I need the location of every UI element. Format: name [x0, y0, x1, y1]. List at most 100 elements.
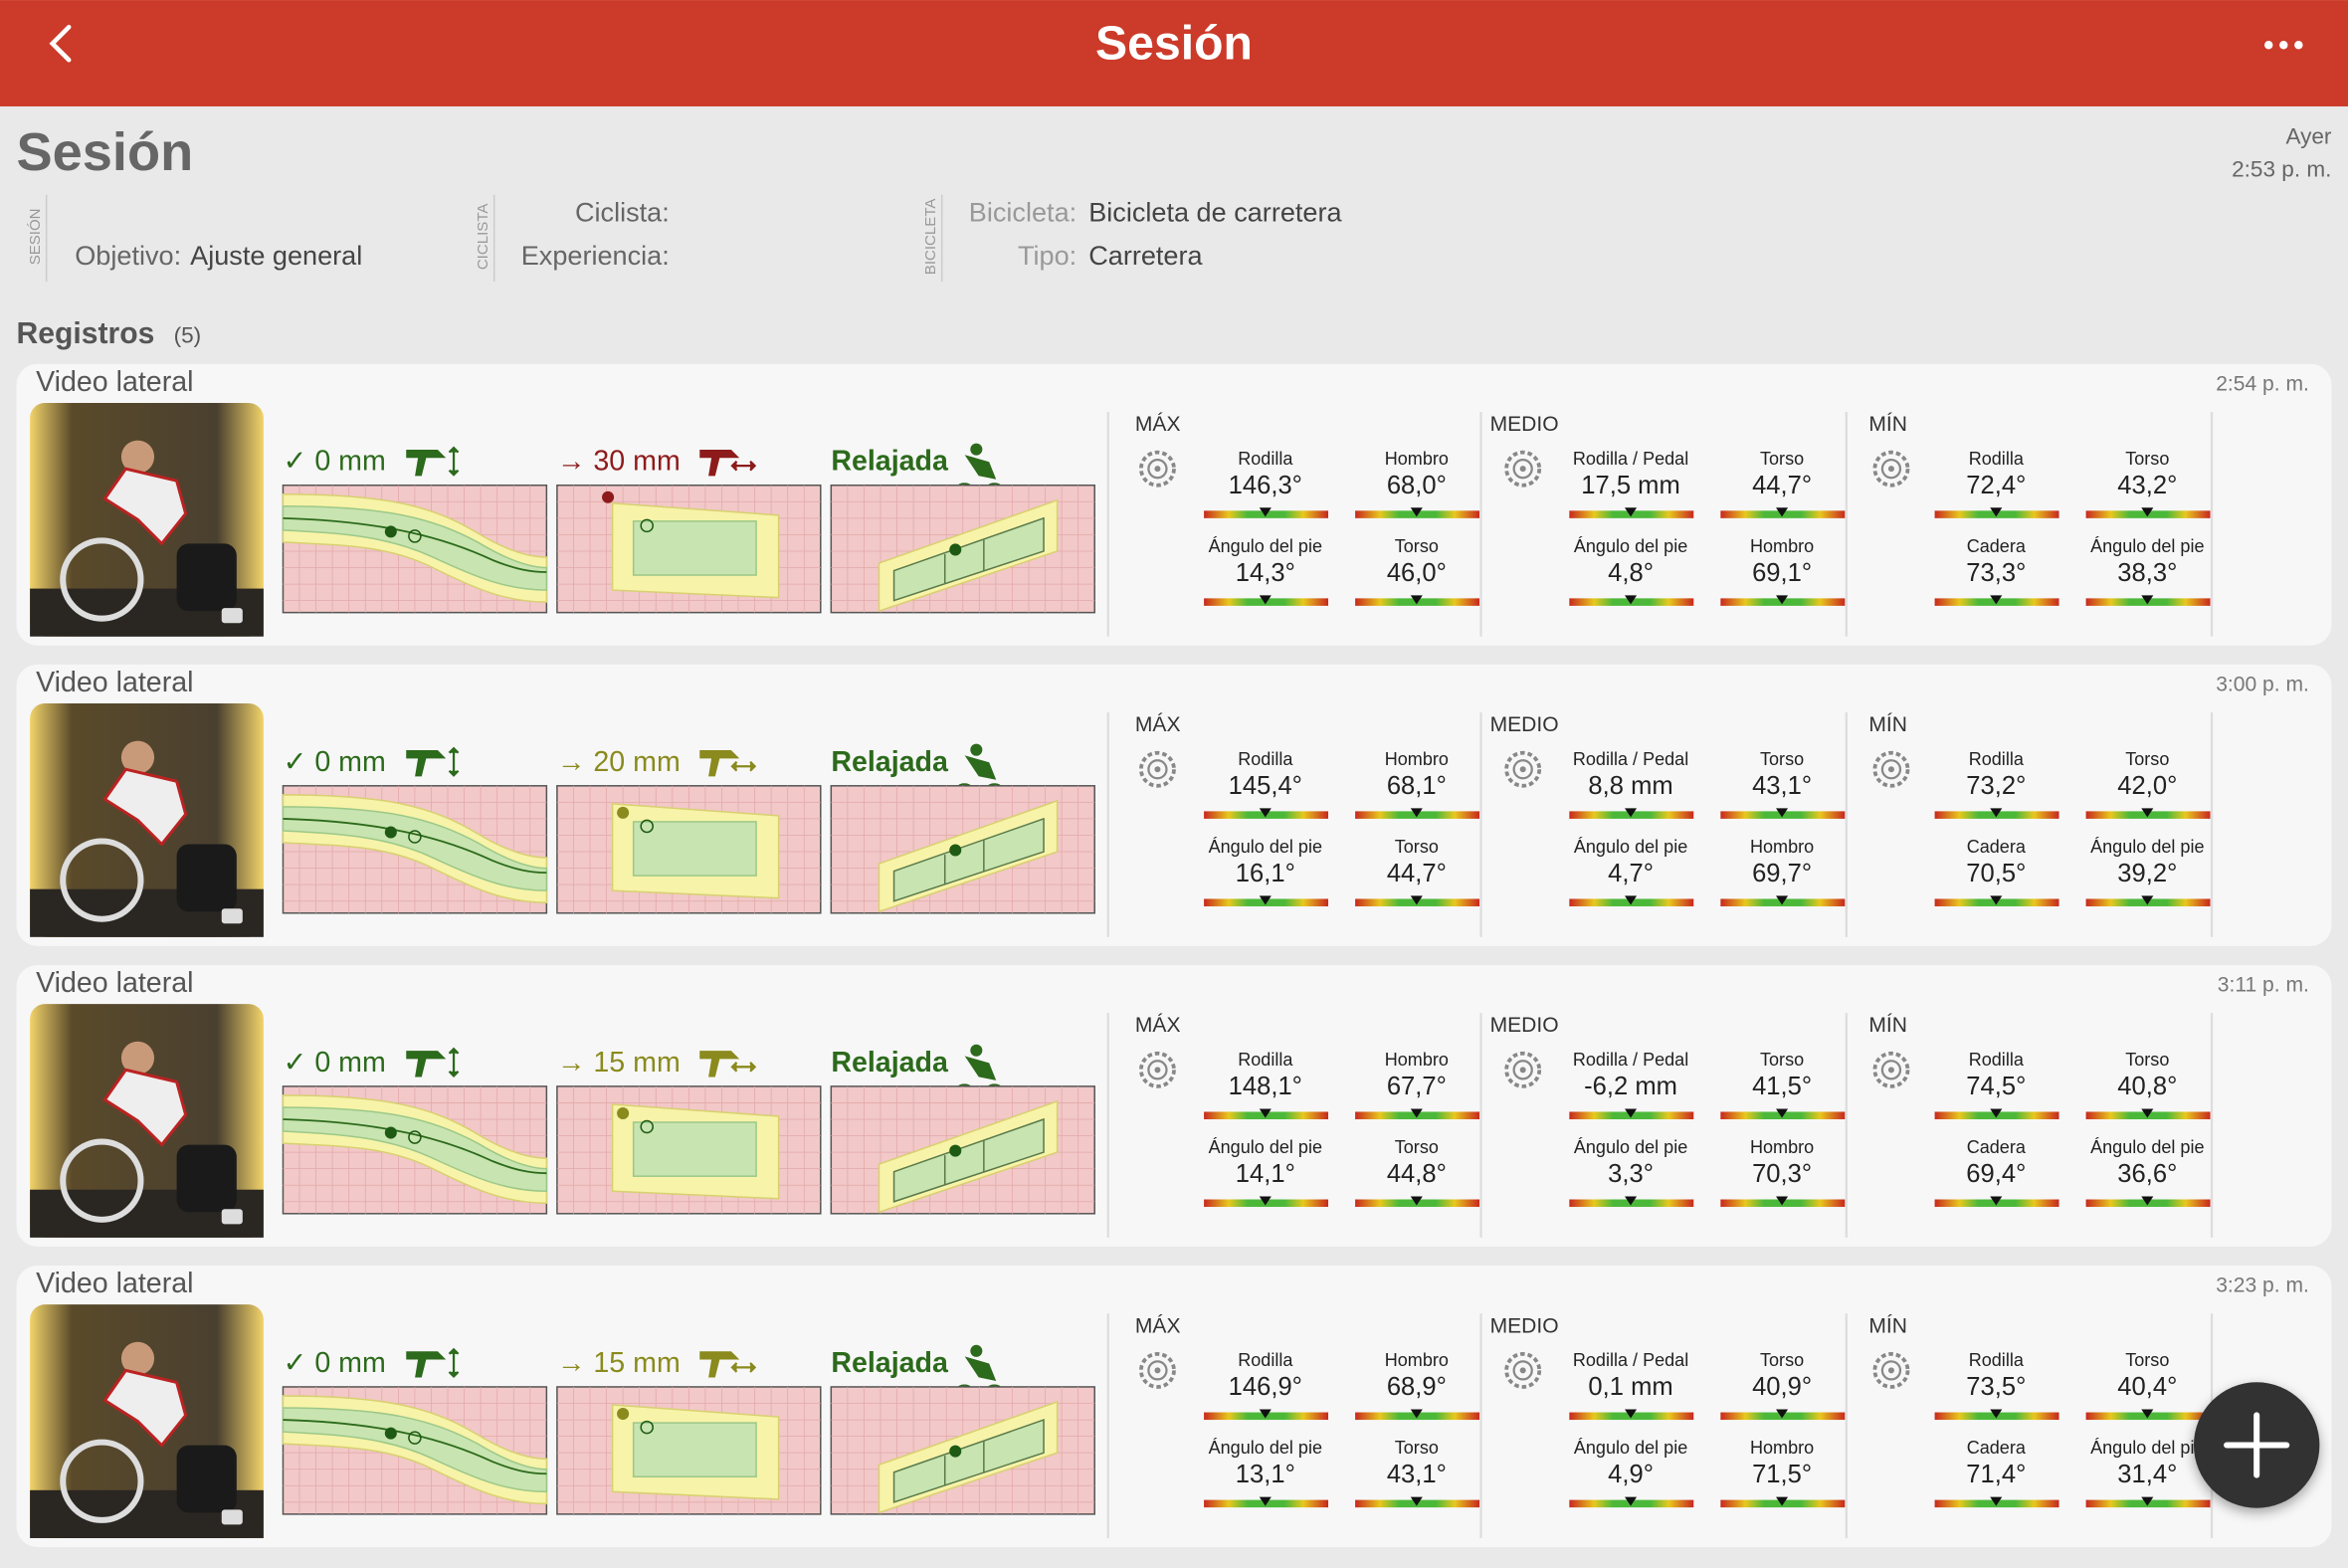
thumb-head: [120, 740, 155, 774]
target-dot: [640, 819, 654, 834]
metric-value: 41,5°: [1752, 1073, 1812, 1100]
metric-value: 73,3°: [1966, 559, 2026, 587]
gear-icon: [1504, 1051, 1542, 1088]
target-dot: [640, 1420, 654, 1435]
metric-label: Ángulo del pie: [1574, 1137, 1687, 1157]
app-bar-title: Sesión: [1095, 16, 1253, 70]
gauge-marker: [1625, 507, 1638, 517]
thumb-trainer: [176, 1445, 237, 1513]
gauge-marker: [1990, 1409, 2003, 1419]
metric-value: 71,4°: [1966, 1461, 2026, 1488]
add-button[interactable]: [2193, 1382, 2320, 1508]
metric-value: 69,7°: [1752, 860, 1812, 887]
metric-value: 72,4°: [1966, 472, 2026, 499]
more-button[interactable]: [2264, 41, 2303, 50]
metric-value: 70,3°: [1752, 1160, 1812, 1188]
metric-value: 16,1°: [1236, 860, 1295, 887]
gauge-marker: [1990, 1108, 2003, 1118]
metric-label: Torso: [1395, 1438, 1439, 1458]
thumb-wheel: [60, 1138, 144, 1223]
saddle-icon: [406, 1347, 460, 1379]
metric-value: 73,2°: [1966, 772, 2026, 800]
metric-label: Cadera: [1967, 1438, 2027, 1458]
target-dot: [640, 518, 654, 533]
metric-label: Cadera: [1967, 536, 2027, 556]
metric-value: 43,1°: [1387, 1461, 1447, 1488]
band-line: [283, 1419, 547, 1475]
gear-icon-hub: [1887, 766, 1894, 773]
gear-icon-center: [1512, 459, 1533, 480]
record-time: 3:23 p. m.: [2216, 1274, 2309, 1297]
gauge-marker: [1625, 1108, 1638, 1118]
gauge-marker: [1410, 1409, 1423, 1419]
gauge-marker: [1259, 895, 1272, 905]
metric-value: 148,1°: [1229, 1073, 1302, 1100]
record-title: Video lateral: [36, 667, 193, 698]
gauge-marker: [1776, 895, 1789, 905]
gear-icon-center: [1512, 1060, 1533, 1080]
band-line: [283, 516, 547, 573]
saddle-height: ✓ 0 mm: [283, 746, 385, 778]
band-green: [892, 1117, 1045, 1203]
metric-label: Hombro: [1385, 749, 1449, 769]
group-name: MEDIO: [1490, 713, 1559, 736]
gear-icon-center: [1880, 459, 1902, 480]
target-dot: [408, 1130, 422, 1144]
gauge-marker: [1259, 507, 1272, 517]
record-title: Video lateral: [36, 967, 193, 999]
saddle-height: ✓ 0 mm: [283, 446, 385, 478]
gear-icon-center: [1512, 759, 1533, 780]
gauge-marker: [1776, 1196, 1789, 1206]
gauge-marker: [1259, 1108, 1272, 1118]
record-card[interactable]: Video lateral 3:11 p. m. ✓ 0 mm → 15 mm Rela…: [16, 964, 2332, 1247]
gear-icon-hub: [1887, 1067, 1894, 1074]
gear-icon-center: [1147, 759, 1168, 780]
thumb-body: [102, 467, 188, 546]
section-tag: CICLISTA: [475, 204, 491, 271]
metric-label: Ángulo del pie: [2090, 837, 2204, 857]
gauge-marker: [2141, 895, 2154, 905]
band-green: [632, 520, 757, 576]
group-name: MÍN: [1868, 413, 1907, 436]
setback-icon: [699, 1051, 757, 1078]
metric-value: 43,2°: [2117, 472, 2177, 499]
metric-label: Ángulo del pie: [1574, 536, 1687, 556]
gear-icon-hub: [1519, 766, 1526, 773]
session-date: Ayer: [2285, 124, 2331, 149]
metric-value: 69,4°: [1966, 1160, 2026, 1188]
gear-icon-hub: [1154, 466, 1161, 473]
record-card[interactable]: Video lateral 3:23 p. m. ✓ 0 mm → 15 mm Rela…: [16, 1266, 2332, 1547]
session-time: 2:53 p. m.: [2232, 157, 2331, 182]
thumb-trainer: [176, 844, 237, 912]
field-value: Carretera: [1088, 240, 1203, 271]
gauge-marker: [2141, 1108, 2154, 1118]
metric-label: Torso: [1760, 749, 1804, 769]
posture: Relajada: [831, 446, 949, 478]
current-dot: [949, 1445, 962, 1458]
saddle-setback: → 30 mm: [557, 446, 681, 478]
metric-value: 17,5 mm: [1581, 472, 1680, 499]
gear-icon-hub: [1154, 766, 1161, 773]
metric-label: Hombro: [1750, 837, 1814, 857]
record-card[interactable]: Video lateral 2:54 p. m. ✓ 0 mm → 30 mm Rela…: [16, 363, 2332, 646]
back-button[interactable]: [49, 24, 72, 63]
app-bar: [0, 0, 2348, 106]
thumb-camera-icon: [221, 908, 243, 924]
record-card[interactable]: Video lateral 3:00 p. m. ✓ 0 mm → 20 mm Rela…: [16, 664, 2332, 946]
target-dot: [640, 1119, 654, 1134]
gauge-marker: [1990, 507, 2003, 517]
group-name: MEDIO: [1490, 1314, 1559, 1337]
metric-label: Cadera: [1967, 1137, 2027, 1157]
gauge-marker: [1990, 1496, 2003, 1506]
current-dot: [602, 490, 615, 503]
gear-icon: [1139, 1351, 1176, 1389]
record-title: Video lateral: [36, 1268, 193, 1299]
band-green: [282, 505, 548, 591]
gear-icon-center: [1512, 1360, 1533, 1381]
posture: Relajada: [831, 1347, 949, 1379]
gauge-marker: [2141, 595, 2154, 605]
gauge-marker: [1259, 595, 1272, 605]
gauge-marker: [2141, 1409, 2154, 1419]
gear-icon-center: [1880, 759, 1902, 780]
metric-value: 43,1°: [1752, 772, 1812, 800]
